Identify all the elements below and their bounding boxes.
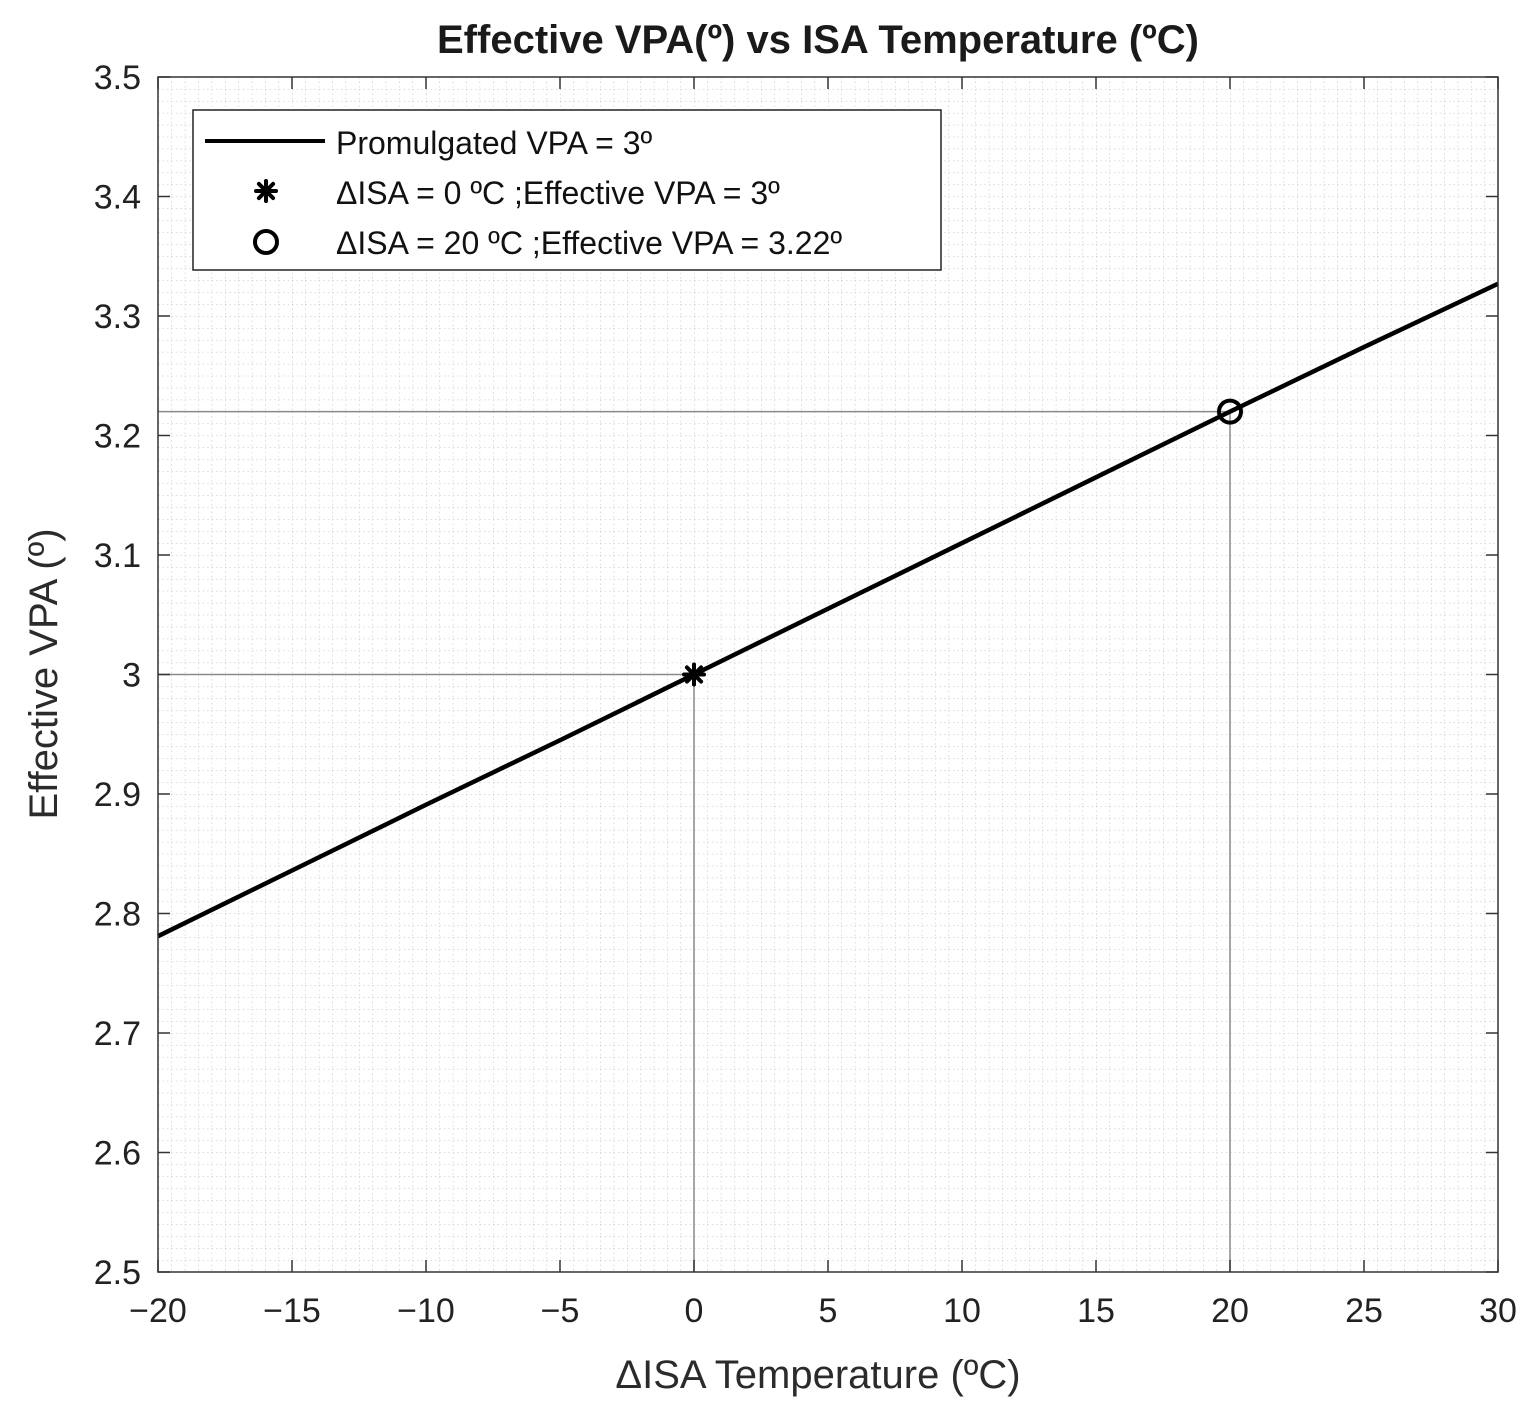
legend-label-promulgated: Promulgated VPA = 3º (336, 125, 652, 161)
legend-label-isa-20: ΔISA = 20 ºC ;Effective VPA = 3.22º (336, 225, 842, 261)
x-tick-label: 30 (1479, 1292, 1517, 1330)
star-stroke (256, 181, 276, 201)
y-tick-label: 2.6 (94, 1135, 141, 1173)
x-axis-label: ΔISA Temperature (ºC) (615, 1353, 1020, 1397)
x-tick-label: 5 (819, 1292, 838, 1330)
y-tick-label: 3.1 (94, 537, 141, 575)
y-tick-label: 2.7 (94, 1015, 141, 1053)
data-point-star-isa-0 (682, 662, 706, 687)
y-tick-label: 2.8 (94, 896, 141, 934)
x-tick-label: −20 (129, 1292, 187, 1330)
y-tick-label: 3.3 (94, 298, 141, 336)
legend-circle-swatch (253, 229, 279, 255)
x-tick-label: −15 (263, 1292, 321, 1330)
series-line-promulgated-vpa (157, 281, 1499, 939)
chart-title: Effective VPA(º) vs ISA Temperature (ºC) (437, 18, 1199, 62)
legend-label-isa-0: ΔISA = 0 ºC ;Effective VPA = 3º (336, 175, 780, 211)
x-tick-labels: −20 −15 −10 −5 0 5 10 15 20 25 30 (129, 1292, 1517, 1330)
star-stroke (684, 665, 704, 684)
y-tick-label: 3 (122, 657, 141, 695)
y-tick-label: 3.5 (94, 59, 141, 97)
y-tick-label: 3.2 (94, 418, 141, 456)
x-tick-label: 15 (1077, 1292, 1115, 1330)
y-tick-labels: 2.5 2.6 2.7 2.8 2.9 3 3.1 3.2 3.3 3.4 3.5 (94, 59, 141, 1292)
legend: Promulgated VPA = 3º ΔISA = 0 ºC ;Effect… (192, 109, 942, 271)
x-tick-label: 25 (1345, 1292, 1383, 1330)
series-layer (157, 281, 1499, 939)
x-tick-label: −10 (397, 1292, 455, 1330)
x-tick-label: −5 (541, 1292, 580, 1330)
reference-lines (158, 410, 1231, 1272)
x-tick-label: 10 (943, 1292, 981, 1330)
x-tick-label: 20 (1211, 1292, 1249, 1330)
x-tick-label: 0 (685, 1292, 704, 1330)
y-axis-label: Effective VPA (º) (22, 528, 66, 819)
data-point-circle-isa-20 (1217, 398, 1243, 425)
legend-star-swatch (254, 179, 278, 203)
y-tick-label: 3.4 (94, 179, 141, 217)
y-tick-label: 2.5 (94, 1254, 141, 1292)
y-tick-label: 2.9 (94, 776, 141, 814)
legend-star-glyph (254, 179, 278, 203)
plot-area (157, 76, 1499, 1273)
tick-marks (157, 76, 1499, 1273)
legend-box (192, 109, 942, 271)
